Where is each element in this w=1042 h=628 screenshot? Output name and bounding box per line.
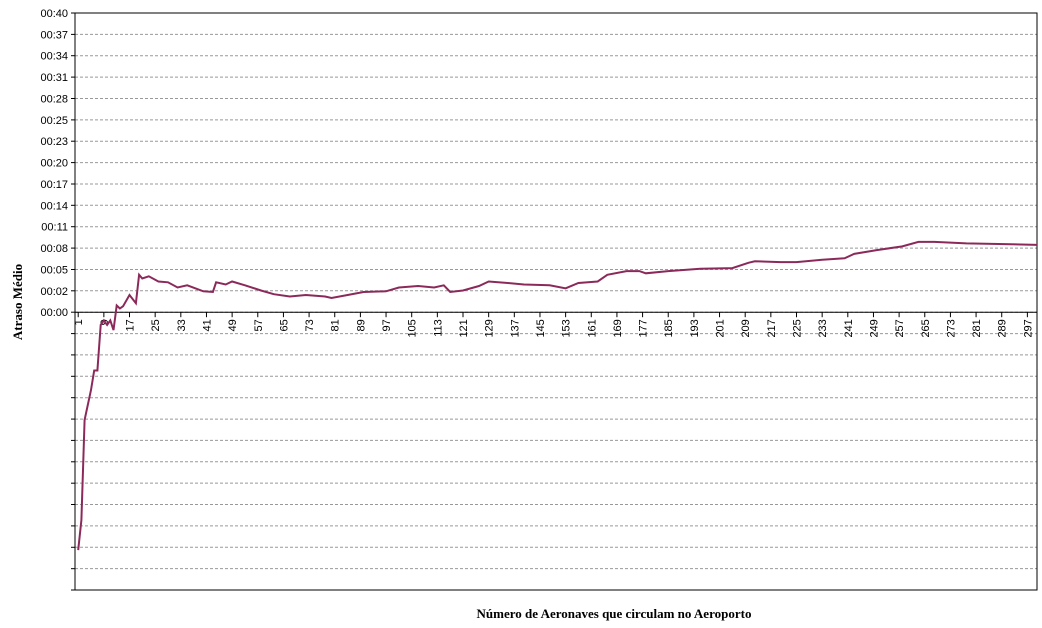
- y-tick-label: 00:05: [40, 264, 68, 276]
- x-tick-label: 153: [561, 319, 573, 337]
- x-tick-label: 73: [304, 319, 316, 331]
- plot-border: [74, 12, 1038, 591]
- y-tick-label: 00:08: [40, 243, 68, 255]
- y-tick-label: 00:11: [41, 222, 68, 234]
- y-tick-label: 00:40: [40, 8, 68, 20]
- y-tick-label: 00:23: [40, 136, 68, 148]
- x-tick-label: 281: [971, 319, 983, 337]
- x-tick-label: 257: [894, 319, 906, 337]
- y-tick-label: 00:14: [40, 200, 68, 212]
- y-tick-label: 00:37: [40, 29, 68, 41]
- x-tick-label: 177: [638, 319, 650, 337]
- x-tick-label: 33: [176, 319, 188, 331]
- x-tick-label: 65: [278, 319, 290, 331]
- y-tick-label: 00:25: [40, 115, 68, 127]
- x-tick-label: 129: [484, 319, 496, 337]
- x-tick-label: 233: [817, 319, 829, 337]
- x-tick-label: 217: [766, 319, 778, 337]
- x-tick-label: 169: [612, 319, 624, 337]
- x-tick-label: 113: [432, 319, 444, 337]
- y-tick-label: 00:20: [40, 158, 68, 170]
- x-tick-label: 137: [509, 319, 521, 337]
- y-tick-label: 00:34: [40, 51, 68, 63]
- x-tick-label: 97: [381, 319, 393, 331]
- x-tick-label: 297: [1022, 319, 1034, 337]
- x-tick-label: 289: [997, 319, 1009, 337]
- x-tick-label: 89: [355, 319, 367, 331]
- x-tick-label: 241: [843, 319, 855, 337]
- x-tick-label: 49: [227, 319, 239, 331]
- y-tick-label: 00:17: [40, 179, 68, 191]
- x-tick-label: 105: [407, 319, 419, 337]
- x-tick-label: 201: [715, 319, 727, 337]
- x-tick-label: 1: [73, 319, 85, 325]
- x-tick-label: 265: [920, 319, 932, 337]
- series-line: [77, 240, 1038, 551]
- x-tick-label: 249: [868, 319, 880, 337]
- x-axis-title: Número de Aeronaves que circulam no Aero…: [477, 606, 752, 621]
- y-tick-label: 00:31: [40, 72, 68, 84]
- x-tick-label: 57: [253, 319, 265, 331]
- x-tick-label: 273: [945, 319, 957, 337]
- x-tick-label: 41: [201, 319, 213, 331]
- x-tick-label: 25: [150, 319, 162, 331]
- x-tick-label: 185: [663, 319, 675, 337]
- y-tick-label: 00:28: [40, 93, 68, 105]
- x-tick-label: 209: [740, 319, 752, 337]
- x-tick-label: 161: [586, 319, 598, 337]
- y-tick-label: 00:02: [40, 286, 68, 298]
- x-tick-label: 145: [535, 319, 547, 337]
- x-tick-label: 17: [125, 319, 137, 331]
- x-tick-label: 81: [330, 319, 342, 331]
- y-axis-title: Atraso Médio: [10, 264, 25, 340]
- y-tick-label: 00:00: [40, 307, 68, 319]
- x-tick-label: 121: [458, 319, 470, 337]
- x-tick-label: 193: [689, 319, 701, 337]
- x-tick-label: 225: [792, 319, 804, 337]
